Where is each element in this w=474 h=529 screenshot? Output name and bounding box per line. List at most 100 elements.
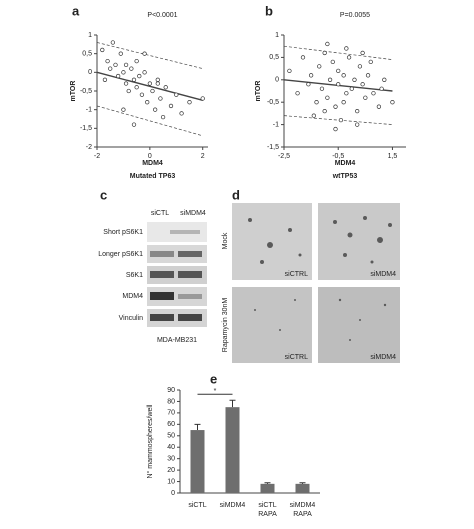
point xyxy=(102,77,108,82)
point xyxy=(355,109,360,114)
error-bar xyxy=(229,399,236,408)
x-tick-label: 1,5 xyxy=(388,153,398,160)
point xyxy=(360,50,365,56)
point xyxy=(174,92,179,97)
x-tick-label: 0 xyxy=(148,153,152,160)
y-tick-label: -2 xyxy=(86,144,92,151)
point xyxy=(352,77,357,82)
panel-label: a xyxy=(72,3,80,18)
y-tick-label: 60 xyxy=(167,421,175,428)
point xyxy=(349,86,354,91)
point xyxy=(336,82,341,87)
y-axis-label: N° mammospheres/well xyxy=(146,404,154,478)
y-tick-label: 0 xyxy=(171,490,175,497)
point xyxy=(147,81,153,86)
x-tick-label: siMDM4 RAPA xyxy=(290,502,316,518)
point xyxy=(187,100,192,105)
y-axis-label: mTOR xyxy=(70,81,77,102)
x-tick-label: -0,5 xyxy=(332,153,344,160)
point xyxy=(382,77,387,82)
y-tick-label: 30 xyxy=(167,456,175,463)
confidence-line xyxy=(96,42,203,69)
panel-label: b xyxy=(265,3,273,18)
p-value: P=0.0055 xyxy=(340,12,370,19)
y-tick-label: 40 xyxy=(167,444,175,451)
cell-label: siMDM4 xyxy=(370,354,396,361)
point xyxy=(155,81,160,86)
x-axis-label: MDM4 xyxy=(335,160,356,167)
x-tick-label: siCTL RAPA xyxy=(258,502,277,518)
x-tick-label: -2,5 xyxy=(278,153,290,160)
point xyxy=(322,109,327,114)
point xyxy=(322,50,327,56)
confidence-line xyxy=(283,115,393,125)
point xyxy=(158,96,163,101)
point xyxy=(121,107,126,112)
point xyxy=(333,126,338,132)
point xyxy=(168,103,174,109)
x-tick-label: siCTL xyxy=(188,502,206,509)
point xyxy=(100,47,105,53)
y-tick-label: 90 xyxy=(167,387,175,394)
point xyxy=(142,51,147,56)
bar xyxy=(295,483,310,493)
blot-row-label: Longer pS6K1 xyxy=(98,251,143,258)
y-tick-label: -1 xyxy=(86,107,92,114)
point xyxy=(344,46,349,51)
error-bar xyxy=(299,482,306,484)
y-tick-label: -1,5 xyxy=(267,144,279,151)
point xyxy=(105,58,110,64)
subtitle: Mutated TP63 xyxy=(130,173,176,180)
point xyxy=(123,62,129,68)
point xyxy=(330,59,335,65)
y-tick-label: 80 xyxy=(167,398,175,405)
panel-label: e xyxy=(210,371,217,386)
cell-label: siMDM4 xyxy=(370,271,396,278)
point xyxy=(287,68,292,73)
point xyxy=(134,85,139,90)
y-tick-label: 1 xyxy=(275,32,279,39)
lane-label: siCTL xyxy=(151,210,169,217)
point xyxy=(371,91,376,96)
point xyxy=(134,58,139,64)
blot-row-label: Short pS6K1 xyxy=(103,229,143,236)
confidence-line xyxy=(283,45,393,60)
point xyxy=(368,59,373,65)
point xyxy=(115,73,121,79)
fit-line xyxy=(96,71,203,102)
y-tick-label: 1 xyxy=(88,32,92,39)
point xyxy=(113,62,118,68)
point xyxy=(160,114,166,120)
bar xyxy=(225,407,240,493)
point xyxy=(139,92,145,97)
y-tick-label: 0,5 xyxy=(82,51,92,58)
point xyxy=(123,81,129,86)
y-tick-label: 0 xyxy=(88,69,92,76)
point xyxy=(121,70,126,75)
point xyxy=(142,70,147,75)
x-tick-label: 2 xyxy=(201,153,205,160)
bar xyxy=(190,430,205,493)
y-tick-label: 20 xyxy=(167,467,175,474)
point xyxy=(338,117,344,123)
x-axis-label: MDM4 xyxy=(142,160,163,167)
point xyxy=(333,104,338,109)
blot-row-label: MDM4 xyxy=(122,293,143,300)
point xyxy=(110,40,116,45)
point xyxy=(346,55,352,60)
panel-label: d xyxy=(232,187,240,202)
cell-label: siCTRL xyxy=(285,271,308,278)
point xyxy=(108,66,113,71)
point xyxy=(131,77,137,82)
y-tick-label: 70 xyxy=(167,410,175,417)
confidence-line xyxy=(96,105,203,137)
point xyxy=(300,55,306,60)
y-tick-label: 0,5 xyxy=(269,54,279,61)
point xyxy=(344,91,349,96)
point xyxy=(126,88,131,94)
point xyxy=(137,73,142,79)
blot-image xyxy=(147,222,207,327)
x-tick-label: siMDM4 xyxy=(220,502,246,509)
y-tick-label: 0 xyxy=(275,77,279,84)
